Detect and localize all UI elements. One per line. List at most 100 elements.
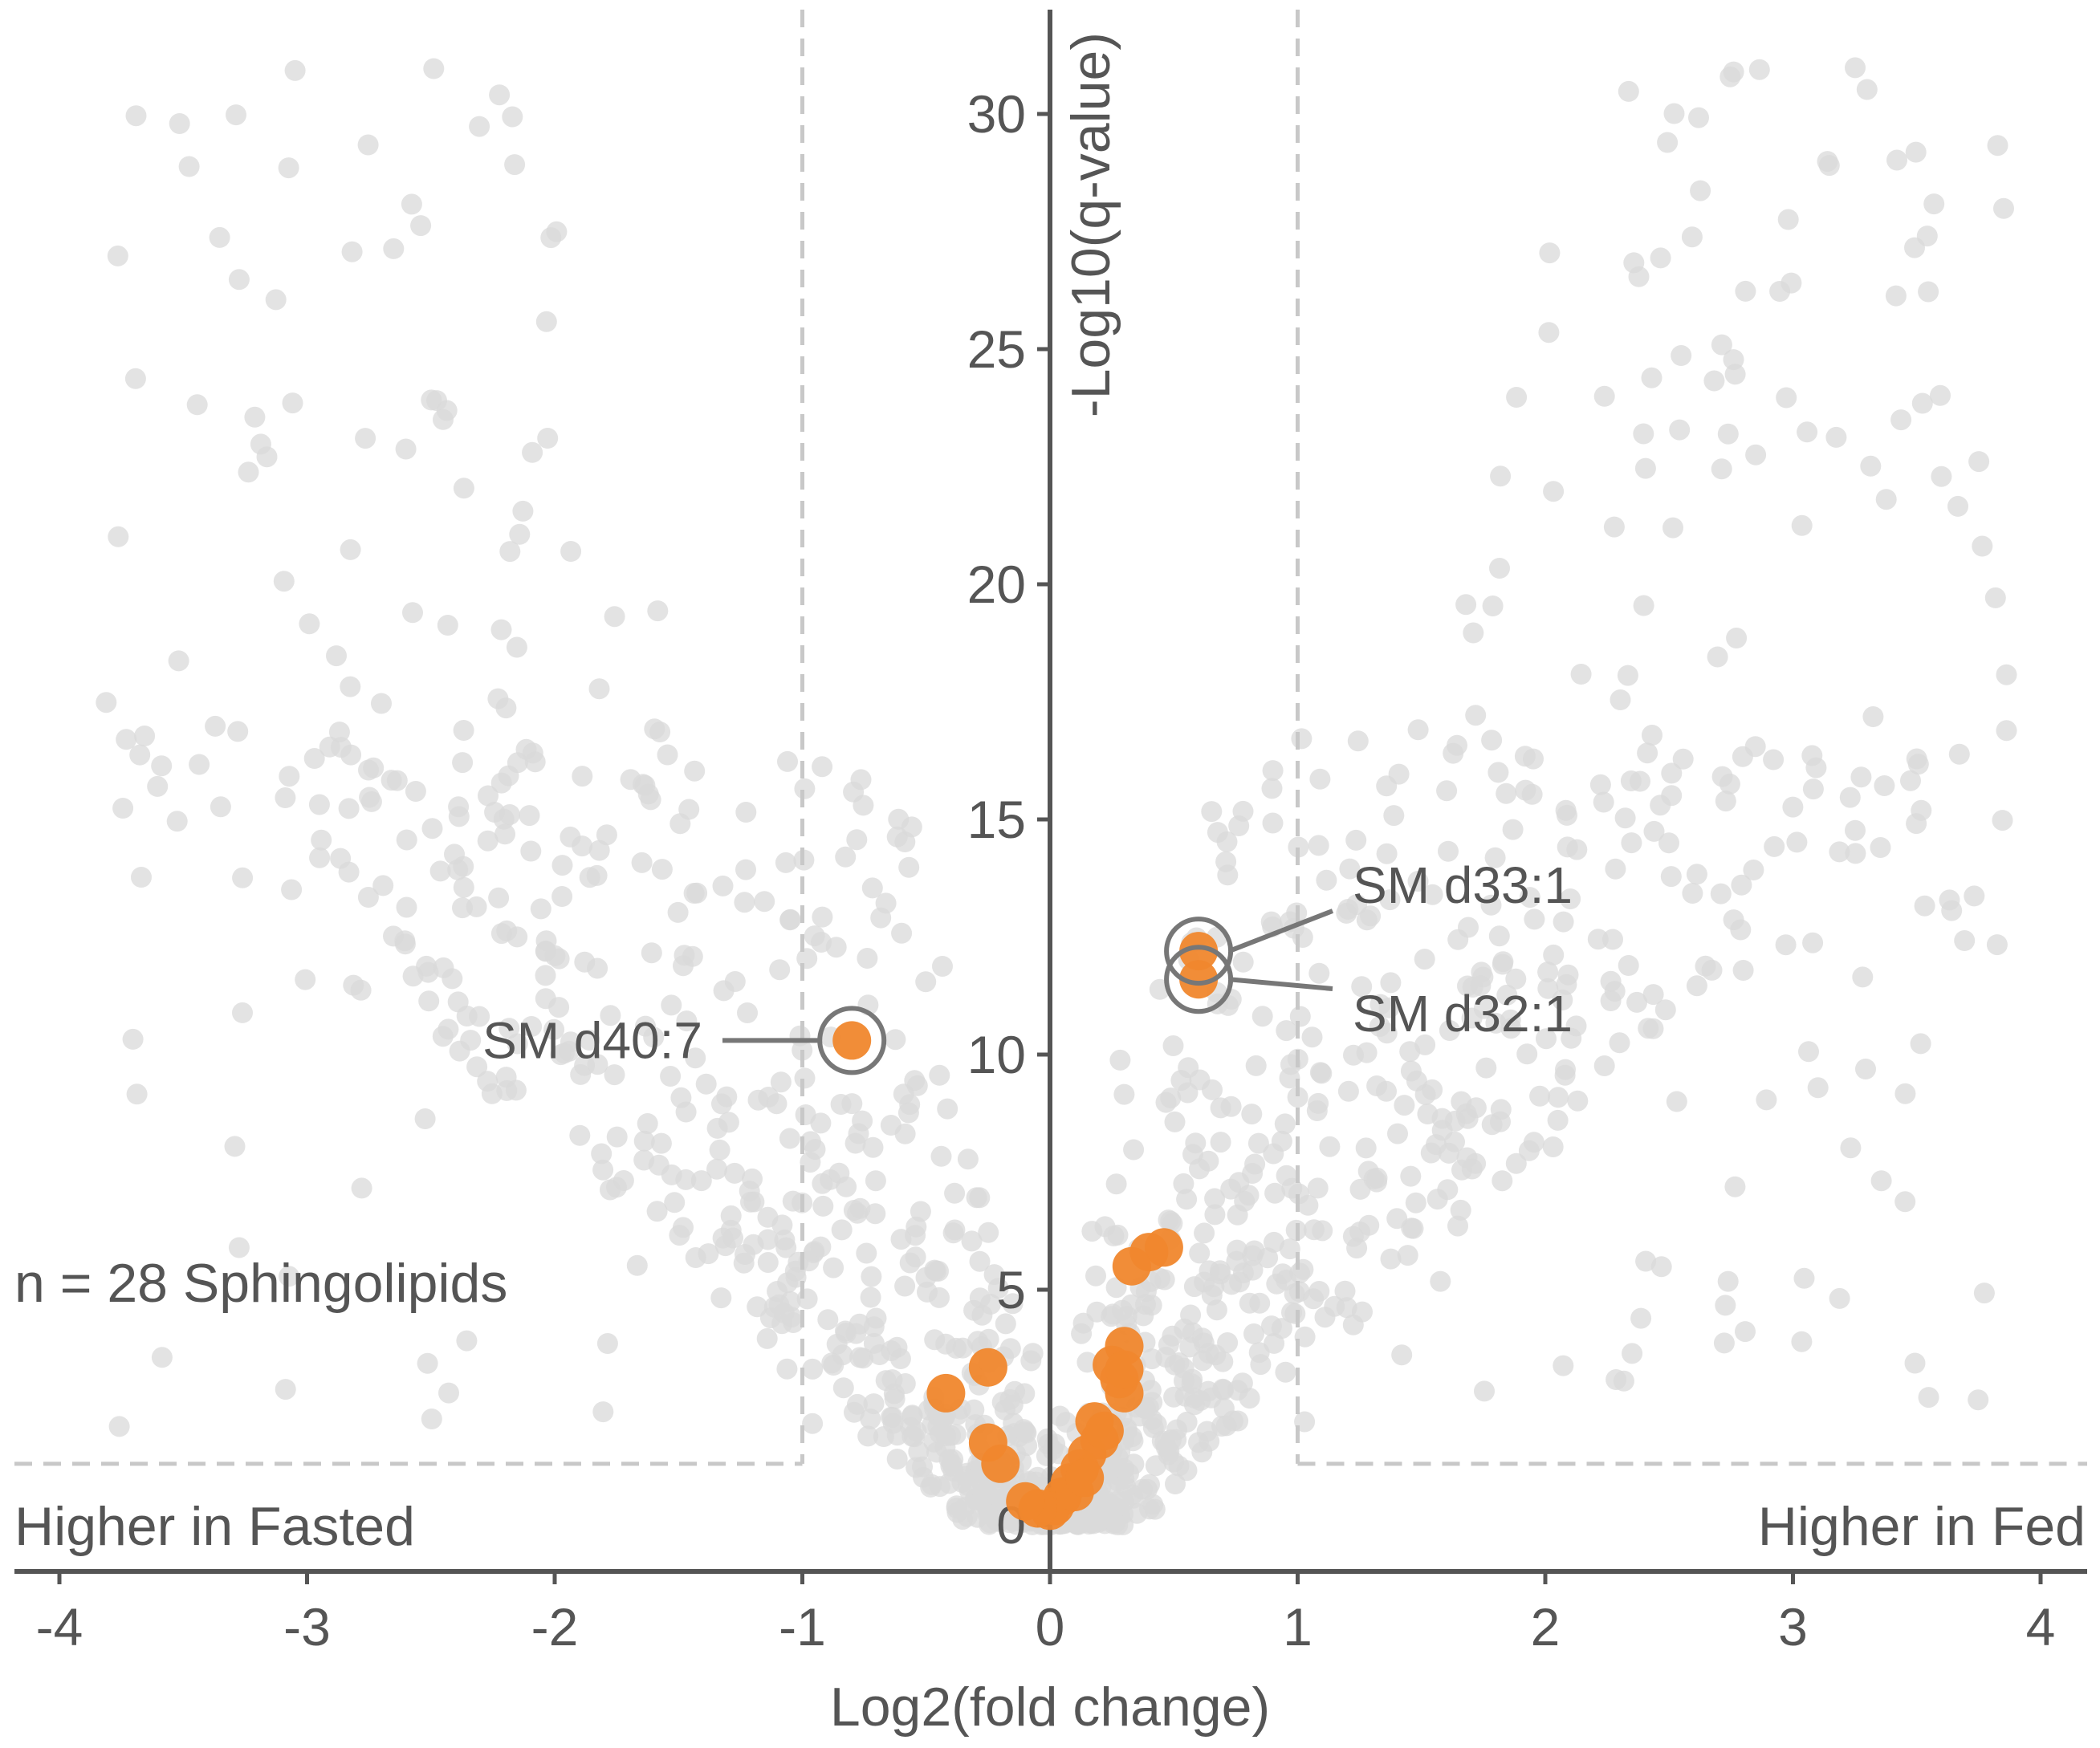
callout-leader-line	[1228, 909, 1334, 953]
background-point	[1015, 1422, 1037, 1444]
x-tick-label: -4	[36, 1597, 83, 1657]
background-point	[1314, 1307, 1336, 1328]
background-point	[1490, 1099, 1512, 1120]
background-point	[569, 1124, 591, 1146]
background-point	[1622, 1343, 1643, 1364]
background-point	[1602, 929, 1623, 950]
background-point	[1618, 955, 1639, 976]
background-point	[507, 1033, 528, 1055]
background-point	[1461, 1007, 1483, 1029]
background-point	[1455, 594, 1477, 616]
background-point	[1557, 804, 1577, 826]
background-point	[1642, 984, 1664, 1006]
background-point	[906, 1457, 927, 1478]
background-point	[452, 752, 474, 774]
background-point	[1349, 1178, 1371, 1200]
background-point	[1480, 894, 1502, 916]
background-point	[1113, 1083, 1135, 1105]
background-point	[543, 1018, 565, 1040]
background-point	[1287, 1087, 1308, 1108]
background-point	[995, 1313, 1016, 1335]
background-point	[1402, 1218, 1424, 1239]
background-point	[596, 1333, 618, 1354]
background-point	[810, 1112, 832, 1134]
background-point	[1220, 1096, 1242, 1117]
background-point	[1260, 911, 1282, 933]
background-point	[1630, 1307, 1652, 1329]
background-point	[901, 1404, 923, 1426]
background-point	[530, 898, 551, 920]
background-point	[1987, 135, 2008, 157]
background-point	[835, 1323, 857, 1344]
background-point	[856, 1242, 877, 1264]
background-point	[1791, 1331, 1813, 1352]
background-point	[494, 823, 515, 845]
background-point	[849, 1347, 870, 1368]
background-point	[1711, 334, 1732, 356]
background-point	[544, 945, 566, 966]
callouts-layer: SM d40:7 SM d33:1 SM d32:1	[482, 856, 1573, 1075]
background-point	[932, 956, 953, 977]
background-point	[894, 1123, 916, 1144]
background-point	[447, 859, 469, 880]
background-point	[108, 1416, 130, 1437]
background-point	[771, 1214, 793, 1236]
background-point	[1537, 961, 1559, 983]
background-point	[1376, 843, 1398, 864]
background-point	[969, 1187, 991, 1209]
background-point	[131, 867, 152, 888]
y-tick-label: 25	[967, 319, 1026, 379]
background-point	[1856, 79, 1878, 100]
background-point	[1939, 889, 1960, 911]
y-tick-label: 5	[996, 1260, 1026, 1319]
background-point	[735, 859, 756, 880]
background-point	[1203, 1276, 1225, 1298]
background-point	[1791, 514, 1813, 536]
background-point	[1538, 322, 1560, 344]
x-tick-label: -2	[531, 1597, 579, 1657]
background-point	[1560, 888, 1581, 909]
background-point	[1002, 1293, 1024, 1315]
background-point	[1288, 836, 1309, 858]
background-point	[1107, 1224, 1129, 1246]
threshold-lines	[14, 10, 2087, 1466]
background-point	[210, 796, 231, 818]
background-point	[1470, 975, 1492, 997]
highlight-points-layer	[832, 932, 1219, 1531]
background-point	[757, 1252, 779, 1273]
background-point	[1163, 1386, 1185, 1408]
background-point	[1210, 1132, 1231, 1153]
background-point	[432, 1026, 454, 1047]
background-point	[1600, 970, 1622, 992]
background-point	[1703, 370, 1725, 392]
background-point	[633, 1130, 655, 1152]
text-layer: -Log10(q-value) Log2(fold change) n = 28…	[14, 32, 2086, 1738]
background-point	[381, 770, 402, 791]
background-point	[670, 1087, 692, 1108]
background-point	[1613, 1370, 1634, 1392]
background-point	[1715, 791, 1736, 812]
background-point	[678, 799, 700, 820]
background-point	[800, 1131, 821, 1152]
background-point	[776, 1358, 798, 1380]
background-point	[770, 1071, 792, 1093]
background-point	[1543, 944, 1565, 965]
background-point	[116, 729, 137, 750]
background-point	[771, 1313, 793, 1335]
background-point	[421, 1409, 442, 1429]
background-point	[1308, 1281, 1330, 1302]
background-point	[405, 781, 426, 802]
background-point	[1536, 1028, 1557, 1050]
background-point	[1894, 1083, 1916, 1104]
background-point	[522, 742, 543, 764]
background-point	[414, 1108, 436, 1129]
background-point	[647, 600, 669, 622]
background-point	[1840, 1137, 1862, 1159]
background-point	[592, 1159, 614, 1181]
background-point	[1756, 1089, 1777, 1111]
background-point	[579, 1030, 600, 1051]
background-point	[1155, 1347, 1177, 1368]
background-point	[1397, 1245, 1418, 1266]
background-point	[396, 896, 417, 918]
background-point	[1004, 1380, 1026, 1402]
